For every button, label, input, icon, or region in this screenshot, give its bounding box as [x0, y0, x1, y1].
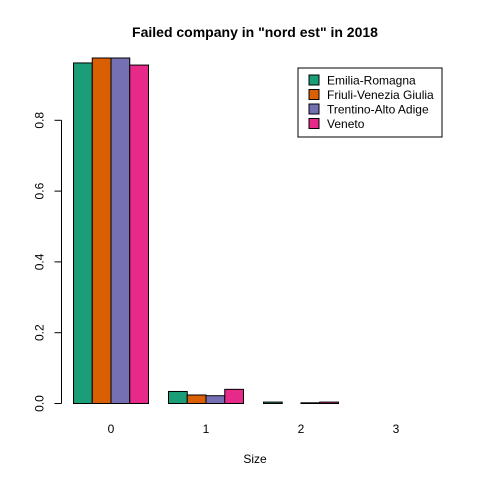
y-tick-label: 0.2	[33, 324, 47, 341]
y-tick-label: 0.6	[33, 182, 47, 199]
bar-trentino-alto-adige-size-0	[110, 57, 131, 404]
bar-emilia-romagna-size-1	[168, 390, 188, 404]
x-tick-label: 2	[298, 422, 305, 436]
y-tick-label: 0.4	[33, 253, 47, 270]
legend-label: Emilia-Romagna	[327, 74, 416, 88]
legend-label: Friuli-Venezia Giulia	[327, 88, 434, 102]
x-tick-label: 0	[108, 422, 115, 436]
bar-veneto-size-1	[224, 388, 244, 404]
legend-swatch	[308, 74, 320, 86]
x-axis-labels: 0 1 2 3	[108, 422, 400, 436]
x-axis-label: Size	[243, 452, 267, 466]
bars-layer	[73, 57, 339, 405]
bar-emilia-romagna-size-2	[263, 401, 283, 405]
legend-box	[297, 67, 443, 138]
legend-swatch	[308, 118, 320, 129]
legend-label: Trentino-Alto Adige	[327, 103, 429, 117]
bar-trentino-alto-adige-size-1	[205, 395, 226, 405]
bar-trentino-alto-adige-size-2	[300, 402, 321, 404]
bar-veneto-size-2	[319, 401, 339, 405]
bar-emilia-romagna-size-0	[73, 62, 93, 405]
legend-swatch	[308, 89, 320, 100]
y-axis: 0.0 0.2 0.4 0.6 0.8	[33, 112, 62, 412]
y-tick-label: 0.0	[33, 395, 47, 412]
bar-friuli-venezia-giulia-size-0	[91, 57, 112, 404]
x-tick-label: 3	[393, 422, 400, 436]
bar-veneto-size-0	[129, 64, 149, 405]
legend-label: Veneto	[327, 117, 365, 131]
y-tick-label: 0.8	[33, 112, 47, 129]
legend-swatch	[308, 103, 320, 115]
x-tick-label: 1	[203, 422, 210, 436]
bar-friuli-venezia-giulia-size-1	[186, 394, 207, 404]
chart-title: Failed company in "nord est" in 2018	[132, 24, 378, 40]
